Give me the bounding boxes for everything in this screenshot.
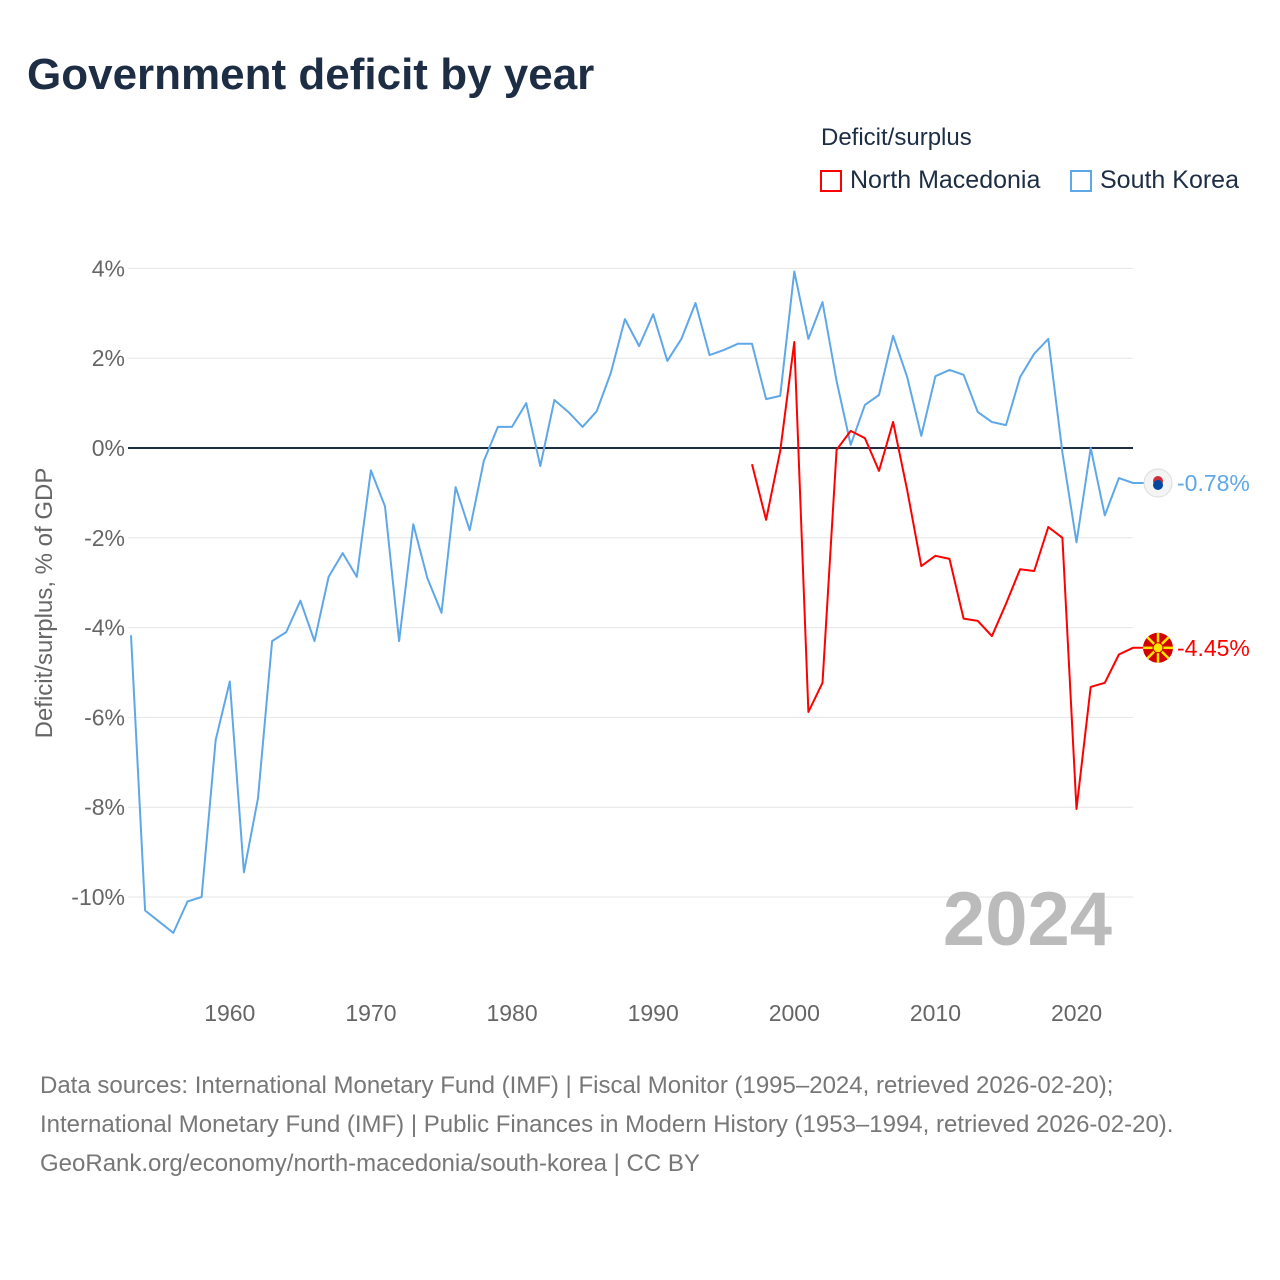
source-url[interactable]: GeoRank.org/economy/north-macedonia/sout… — [40, 1150, 700, 1177]
x-tick-label: 2000 — [769, 1000, 820, 1026]
y-tick-label: -10% — [71, 884, 125, 910]
chart-title: Government deficit by year — [27, 50, 595, 99]
y-tick-label: -2% — [84, 525, 125, 551]
y-tick-label: 0% — [92, 435, 125, 461]
legend-swatch — [1070, 169, 1092, 192]
legend-label: North Macedonia — [850, 166, 1041, 194]
y-tick-label: -6% — [84, 704, 125, 730]
x-tick-label: 2020 — [1051, 1000, 1102, 1026]
series-line-north-macedonia[interactable] — [751, 341, 1150, 810]
y-tick-label: -8% — [84, 794, 125, 820]
legend-swatch — [820, 169, 842, 192]
x-tick-label: 1970 — [345, 1000, 396, 1026]
series-line-south-korea[interactable] — [130, 270, 1150, 934]
y-tick-label: 4% — [92, 255, 125, 281]
end-value-label: -0.78% — [1177, 470, 1250, 496]
x-tick-label: 1960 — [204, 1000, 255, 1026]
legend-item-north-macedonia[interactable]: North Macedonia — [820, 166, 1040, 195]
y-tick-label: -4% — [84, 615, 125, 641]
year-watermark: 2024 — [943, 877, 1112, 962]
footer: Data sources: International Monetary Fun… — [40, 1066, 1240, 1183]
y-tick-label: 2% — [92, 345, 125, 371]
south-korea-flag-icon — [1143, 468, 1173, 498]
data-sources: Data sources: International Monetary Fun… — [40, 1072, 1174, 1138]
legend-label: South Korea — [1100, 166, 1239, 194]
legend-title: Deficit/surplus — [821, 124, 972, 151]
north-macedonia-flag-icon — [1143, 632, 1173, 663]
end-value-label: -4.45% — [1177, 635, 1250, 661]
legend-item-south-korea[interactable]: South Korea — [1070, 166, 1239, 195]
x-tick-label: 1980 — [486, 1000, 537, 1026]
x-tick-label: 1990 — [628, 1000, 679, 1026]
x-tick-label: 2010 — [910, 1000, 961, 1026]
y-axis-label: Deficit/surplus, % of GDP — [31, 468, 58, 739]
